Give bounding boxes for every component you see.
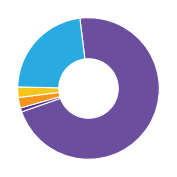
Wedge shape: [20, 97, 60, 112]
Wedge shape: [18, 18, 85, 88]
Wedge shape: [22, 18, 159, 159]
Wedge shape: [18, 87, 59, 98]
Wedge shape: [18, 92, 60, 108]
